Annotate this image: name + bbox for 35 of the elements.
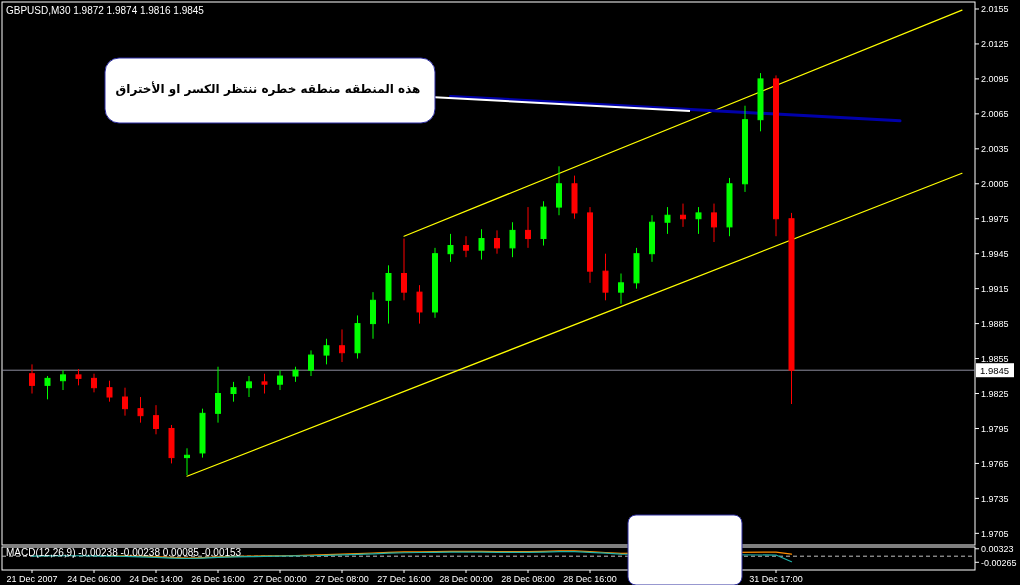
y-tick-label: 1.9795 [981,423,1009,434]
y-tick-label: 2.0035 [981,144,1009,155]
chart-title: MACD(12,26,9) -0.00238 -0.00238 0.00085 -0.00153 [6,547,242,558]
annotation: هذه المنطقه منطقه خطره ننتظر الكسر او الأختراق [115,81,421,97]
x-tick-label: 26 Dec 16:00 [191,574,245,584]
x-tick-label: 28 Dec 08:00 [501,574,555,584]
chart-title: GBPUSD,M30 1.9872 1.9874 1.9816 1.9845 [6,5,205,16]
y-tick-label: 2.0125 [981,39,1009,50]
y-tick-label: 2.0155 [981,4,1009,15]
y-tick-label: 1.9765 [981,458,1009,469]
y-tick-label: 1.9945 [981,249,1009,260]
y-tick-label: 0.00323 [981,544,1014,555]
y-tick-label: 1.9705 [981,528,1009,539]
x-tick-label: 27 Dec 16:00 [377,574,431,584]
y-tick-label: 1.9885 [981,319,1009,330]
callout: هذه المنطقه منطقه خطره ننتظر الكسر او الأختراق [104,57,691,124]
x-tick-label: 21 Dec 2007 [6,574,58,584]
y-tick-label: 2.0005 [981,179,1009,190]
y-tick-label: 1.9825 [981,389,1009,400]
y-tick-label: 1.9855 [981,354,1009,365]
y-tick-label: 2.0065 [981,109,1009,120]
y-tick-label: 2.0095 [981,74,1009,85]
y-tick-label: 1.9735 [981,493,1009,504]
x-tick-label: 24 Dec 06:00 [67,574,121,584]
price-label: 1.9845 [976,363,1014,378]
x-tick-label: 28 Dec 00:00 [439,574,493,584]
x-tick-label: 24 Dec 14:00 [129,574,183,584]
x-tick-label: 28 Dec 16:00 [563,574,617,584]
x-tick-label: 31 Dec 17:00 [749,574,803,584]
y-tick-label: -0.00265 [981,557,1017,568]
y-tick-label: 1.9915 [981,284,1009,295]
y-tick-label: 1.9975 [981,214,1009,225]
ref-line-label: 1.9845 [980,365,1010,377]
x-tick-label: 27 Dec 00:00 [253,574,307,584]
x-tick-label: 27 Dec 08:00 [315,574,369,584]
